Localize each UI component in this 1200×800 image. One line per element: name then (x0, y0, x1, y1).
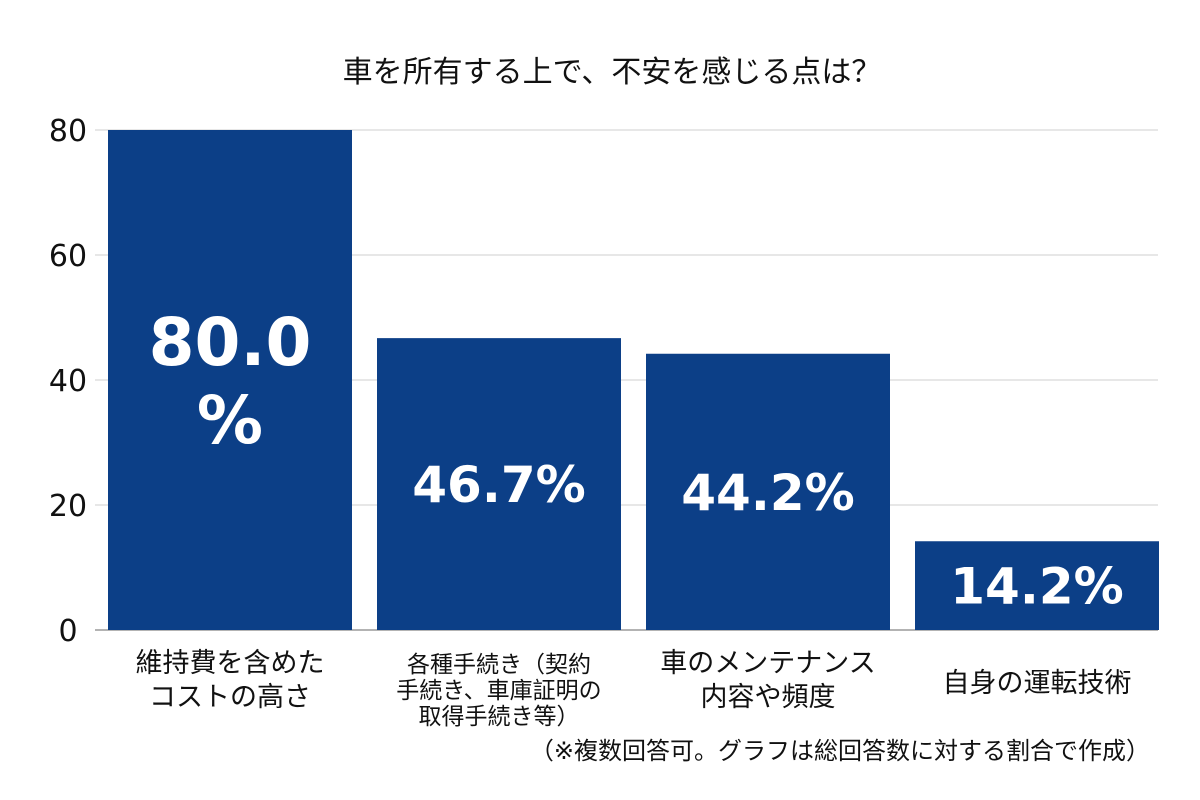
data-label: 14.2% (950, 558, 1123, 616)
category-label: 各種手続き（契約 (407, 652, 591, 678)
data-label: % (197, 382, 263, 459)
y-tick-label: 80 (49, 114, 87, 149)
data-label: 80.0 (149, 304, 312, 381)
category-label: 内容や頻度 (701, 682, 836, 713)
bar (377, 338, 621, 630)
y-axis-ticks: 0 20 40 60 80 (49, 114, 87, 649)
bar (646, 353, 890, 630)
data-label: 46.7% (412, 456, 585, 514)
bar (108, 130, 352, 630)
bars (108, 130, 1159, 630)
bar (915, 541, 1159, 630)
footnote: （※複数回答可。グラフは総回答数に対する割合で作成） (530, 737, 1150, 765)
category-label: 維持費を含めた (136, 648, 325, 679)
y-tick-label: 20 (49, 489, 87, 524)
category-label: コストの高さ (149, 682, 311, 713)
chart-title: 車を所有する上で、不安を感じる点は？ (343, 55, 882, 90)
y-tick-label: 0 (58, 614, 77, 649)
data-label: 44.2% (681, 464, 854, 522)
y-tick-label: 60 (49, 239, 87, 274)
category-label: 取得手続き等） (419, 704, 580, 730)
category-label: 車のメンテナンス (660, 648, 875, 679)
category-label: 手続き、車庫証明の (396, 678, 601, 704)
y-tick-label: 40 (49, 364, 87, 399)
data-labels: 80.0% 46.7% 44.2% 14.2% (149, 304, 1124, 616)
category-label: 自身の運転技術 (943, 668, 1132, 699)
